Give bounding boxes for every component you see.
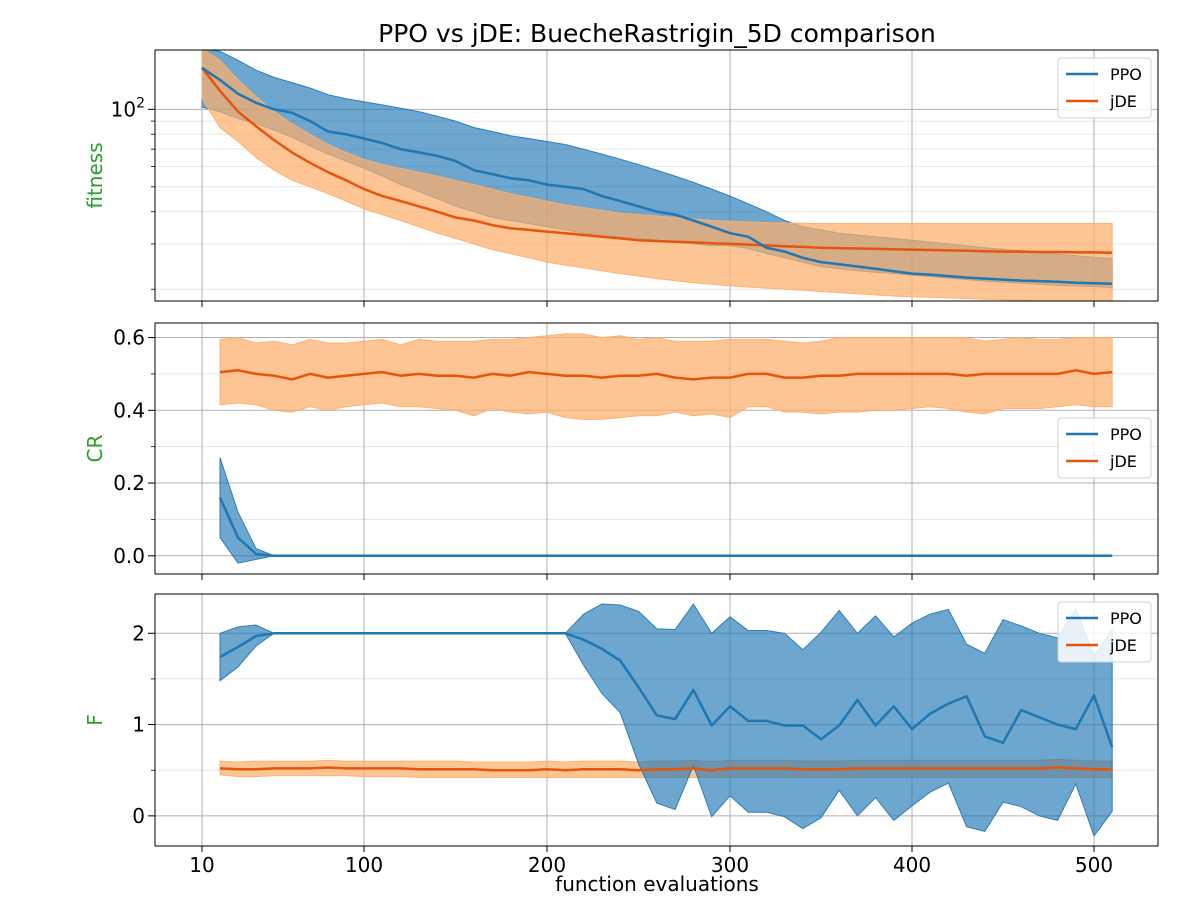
- band-jde: [201, 50, 1113, 301]
- plot-area: [219, 603, 1114, 838]
- plot-area: [201, 50, 1113, 301]
- line-jde: [219, 766, 1113, 772]
- y-tick-label: 0: [132, 804, 145, 828]
- x-tick-label: 400: [893, 853, 931, 877]
- x-tick-label: 500: [1075, 853, 1113, 877]
- x-tick-label: 10: [189, 853, 214, 877]
- y-tick-label: 0.4: [113, 398, 145, 422]
- y-axis-label: F: [83, 714, 107, 726]
- y-tick-label: 2: [132, 621, 145, 645]
- y-tick-label: 102: [111, 95, 145, 121]
- y-tick-label: 0.6: [113, 326, 145, 350]
- legend-label-jde: jDE: [1109, 92, 1137, 111]
- panel-frame: [154, 322, 1159, 575]
- legend-label-jde: jDE: [1109, 452, 1137, 471]
- x-axis: 10 100 200 300 400 500: [189, 853, 1113, 877]
- x-tick-label: 300: [711, 853, 749, 877]
- line-ppo: [201, 66, 1113, 286]
- panel-cr: 0.0 0.2 0.4 0.6 CR PPO jDE: [83, 322, 1159, 580]
- panel-frame: [154, 593, 1159, 847]
- legend: PPO jDE: [1057, 57, 1152, 119]
- y-tick-label: 1: [132, 713, 145, 737]
- legend: PPO jDE: [1057, 417, 1152, 479]
- y-axis-label: fitness: [83, 142, 107, 208]
- y-axis-label: CR: [83, 434, 107, 462]
- plot-area: [218, 333, 1113, 564]
- x-tick-label: 100: [345, 853, 383, 877]
- legend: PPO jDE: [1057, 601, 1152, 663]
- y-tick-label: 0.0: [113, 544, 145, 568]
- y-tick-exponent: 2: [136, 95, 145, 111]
- x-axis-label: function evaluations: [555, 872, 759, 896]
- panel-frame: [154, 49, 1159, 302]
- legend-label-jde: jDE: [1109, 636, 1137, 655]
- panel-f: 0 1 2 F PPO jDE: [83, 593, 1159, 852]
- legend-label-ppo: PPO: [1110, 425, 1142, 444]
- line-ppo: [219, 632, 1114, 748]
- y-tick-label: 0.2: [113, 471, 145, 495]
- chart-title: PPO vs jDE: BuecheRastrigin_5D compariso…: [378, 19, 936, 48]
- legend-label-ppo: PPO: [1110, 65, 1142, 84]
- line-jde: [219, 369, 1113, 381]
- legend-label-ppo: PPO: [1110, 609, 1142, 628]
- band-ppo: [219, 457, 1113, 564]
- line-jde: [201, 67, 1113, 255]
- x-tick-label: 200: [528, 853, 566, 877]
- line-ppo: [218, 497, 1113, 558]
